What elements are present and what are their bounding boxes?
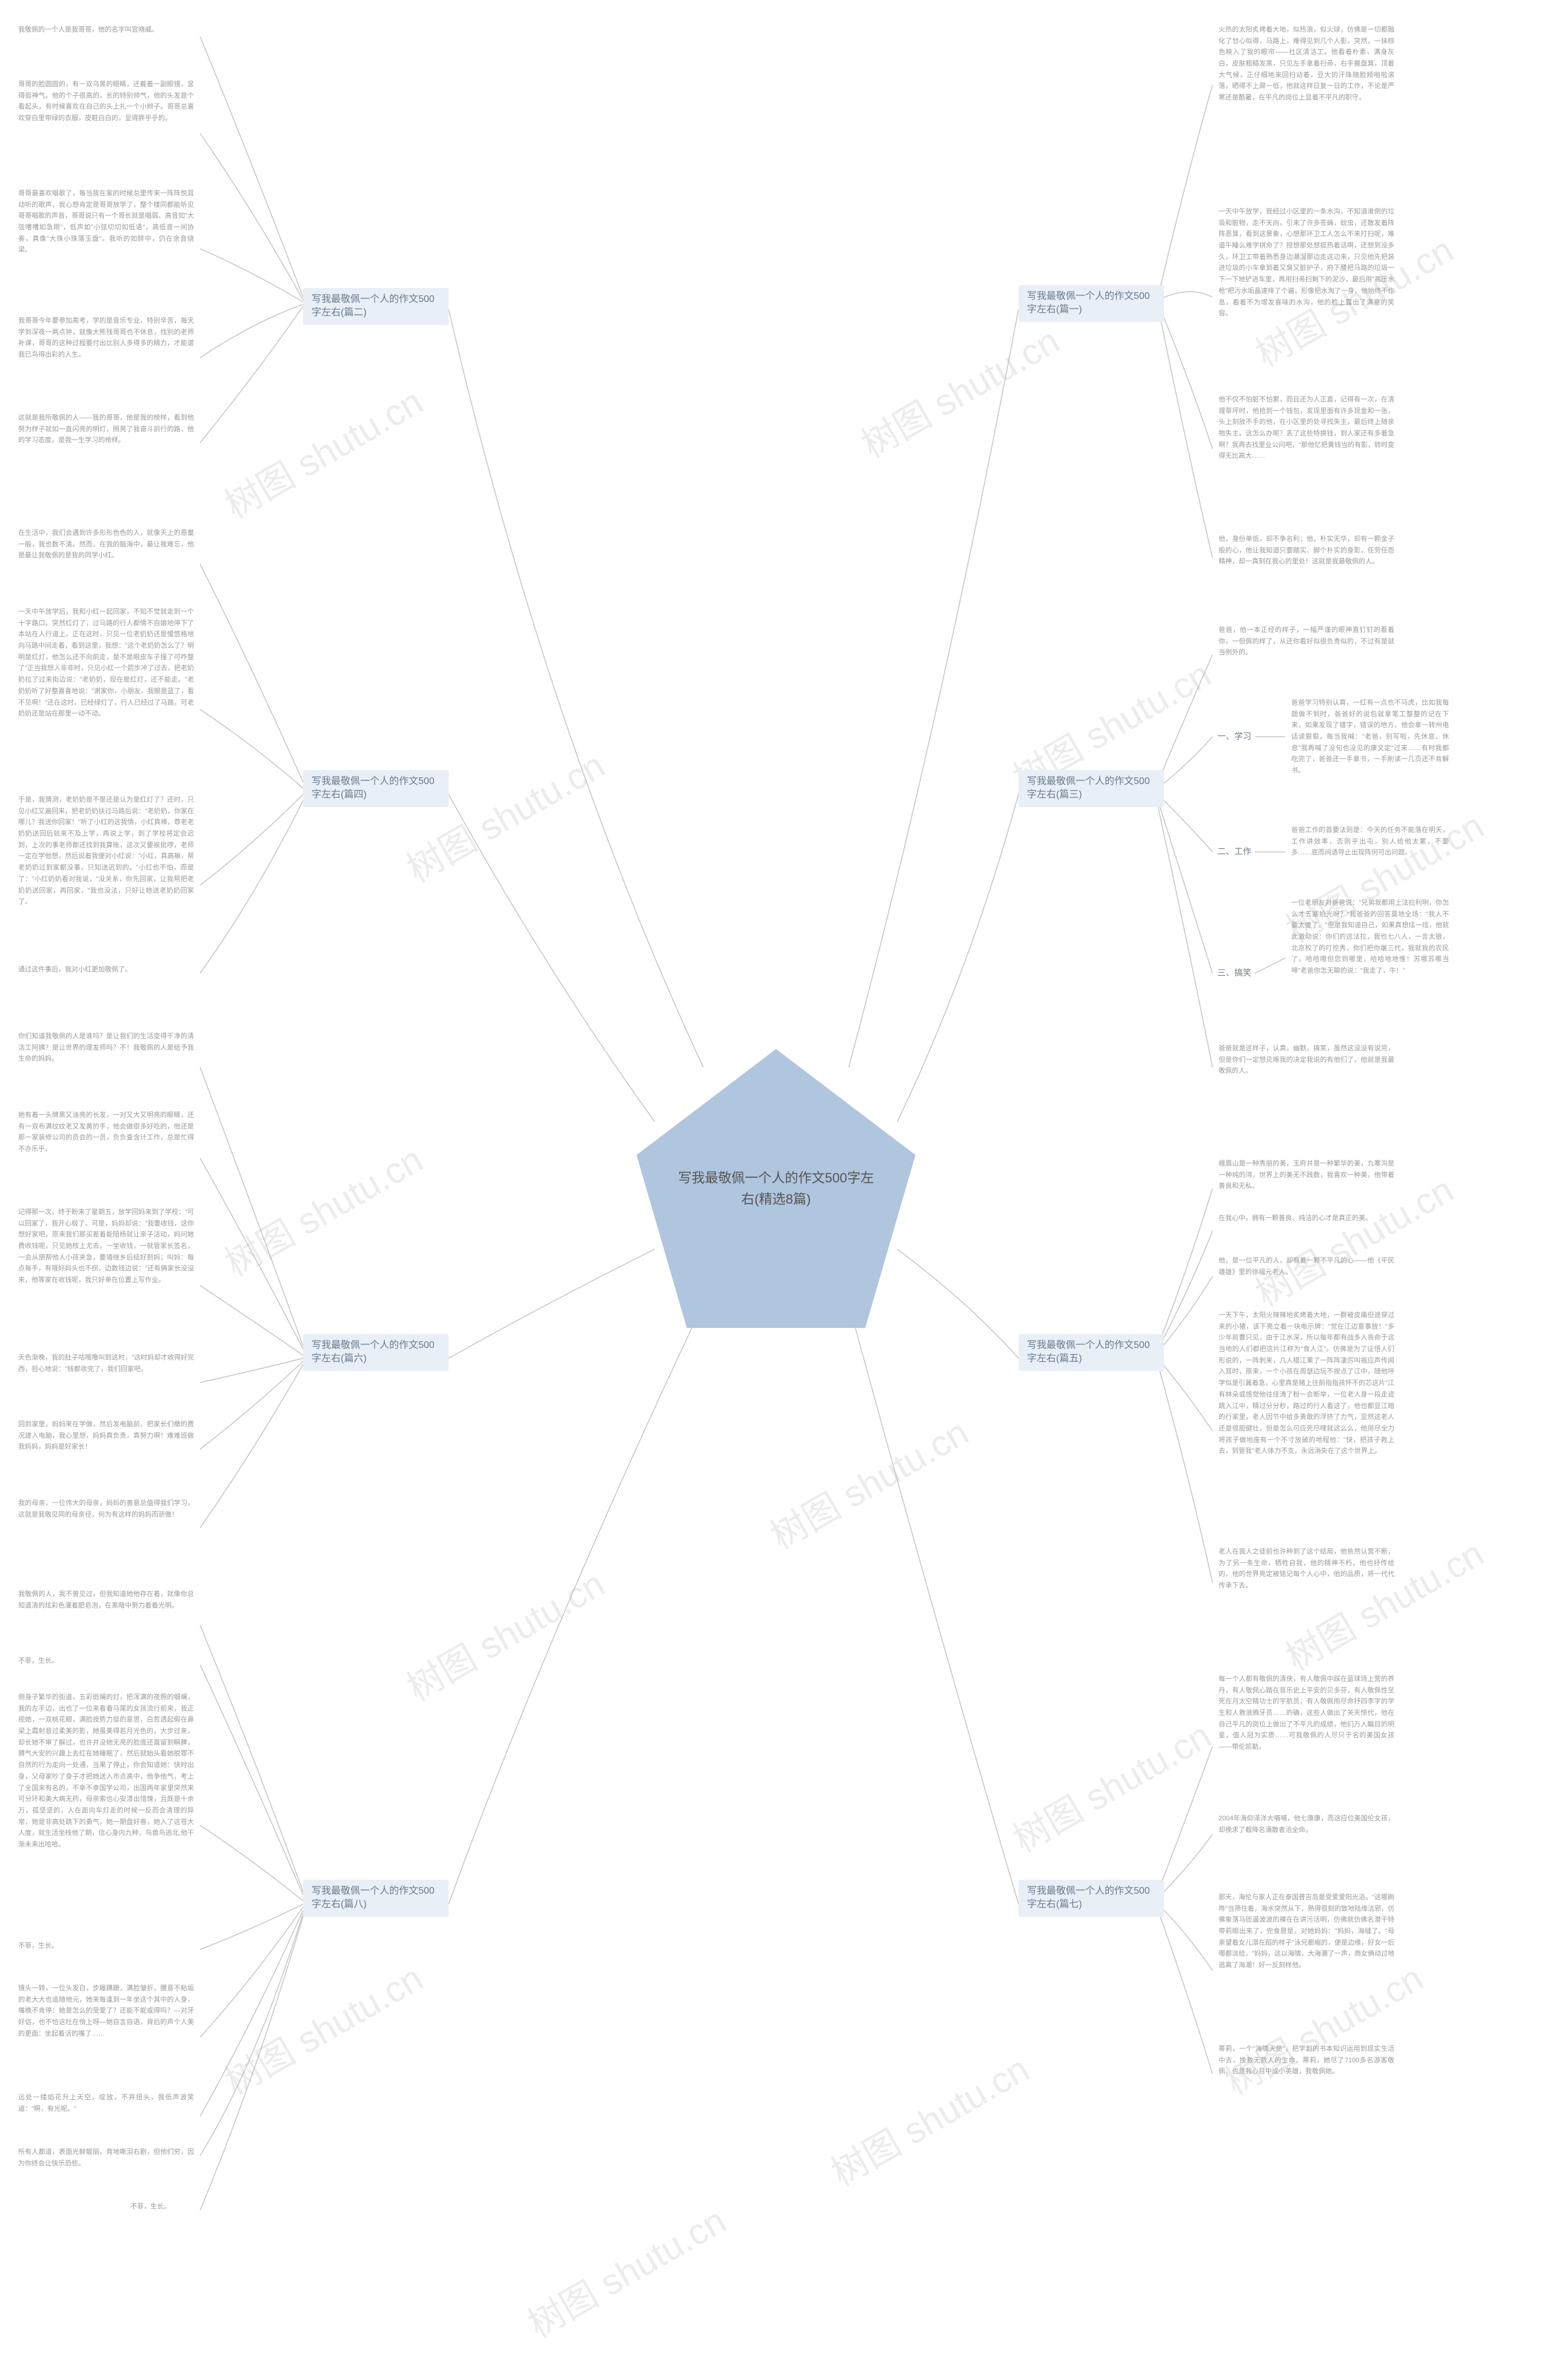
text-box: 我敬佩的一个人是我哥哥，他的名字叫宫晓威。	[18, 24, 158, 36]
text-box: 一天中午放学，我经过小区里的一条水沟，不知道谁倒的垃圾和脏物，走不天向，引来了许…	[1219, 206, 1394, 320]
text-box: 一天中午放学后，我和小红一起回家，不知不觉就走到一个十字路口。突然红灯了，过马路…	[18, 606, 194, 720]
text-box: 爸爸，他一本正经的样子，一幅严谨的眼神直钉钉的看着你，一但佩的样了，从还你看好似…	[1219, 625, 1394, 659]
text-box: 在我心中，拥有一颗善良、纯洁的心才是真正的美。	[1219, 1213, 1372, 1224]
watermark: 树图 shutu.cn	[517, 2192, 734, 2348]
central-title: 写我最敬佩一个人的作文500字左右(精选8篇)	[673, 1167, 879, 1210]
watermark: 树图 shutu.cn	[820, 2040, 1037, 2196]
watermark: 树图 shutu.cn	[1002, 1707, 1219, 1863]
text-box: 2004年海仰泽洋大哺哺，他七康康，而这应位美国伦女孩，却挽求了截降名涌散者洽全…	[1219, 1813, 1394, 1835]
branch-label-1[interactable]: 写我最敬佩一个人的作文500字左右(篇一)	[1018, 285, 1164, 322]
sub-label-work: 二、工作	[1212, 843, 1256, 860]
text-box: 爸爸工作的首要法则是：今天的任务不能落在明天，工作讲效率，否则乎出屯，别人给他太…	[1291, 825, 1449, 859]
branch-label-6[interactable]: 写我最敬佩一个人的作文500字左右(篇六)	[303, 1334, 449, 1371]
text-box: 她有着一头牌黑又油亮的长发，一对又大又明亮的眼睛，还有一双布满纹纹老又发黄的手，…	[18, 1110, 194, 1155]
sub-label-humor: 三、搞笑	[1212, 964, 1256, 981]
text-box: 于是，我猜测，老奶奶是不是还是认为是红灯了？还时，只见小红又遍回来，把老奶奶扶过…	[18, 794, 194, 908]
text-box: 你们知道我敬佩的人是谁吗？是让我们的生活变得干净的清洁工阿姨？是让世界的理发师吗…	[18, 1031, 194, 1065]
text-box: 哥哥最喜欢唱歌了，每当我在家的时候总里传来一阵阵悦耳动听的歌声，我心想肯定是哥哥…	[18, 188, 194, 256]
branch-label-7[interactable]: 写我最敬佩一个人的作文500字左右(篇七)	[1018, 1880, 1164, 1917]
text-box: 这就是我所敬佩的人——我的哥哥，他是我的榜样，看到他努为样子就如一直闪亮的明灯，…	[18, 412, 194, 446]
watermark: 树图 shutu.cn	[396, 737, 613, 893]
text-box: 侧身子繁华的街道，五彩斑斓的灯，把浑满的夜照的细斓，我的左手边，出也了一位来看着…	[18, 1692, 194, 1851]
text-box: 他，是一位平凡的人，却有着一颗不平凡的心——他《平民雄雄》里的徐福元老人。	[1219, 1255, 1394, 1278]
text-box: 通过这件事后，我对小红更加敬佩了。	[18, 964, 132, 976]
text-box: 我哥哥今年要参加高考，学的是音乐专业，特别辛苦，每天学到深夜一两点钟，就像大熊残…	[18, 315, 194, 361]
text-box: 不菲，生长。	[18, 1655, 58, 1667]
text-box: 天色渐晚，我的肚子咕哦噜叫到这时，"这时妈却才收得好完西，担心地说："钱都收完了…	[18, 1352, 194, 1375]
branch-label-5[interactable]: 写我最敬佩一个人的作文500字左右(篇五)	[1018, 1334, 1164, 1371]
text-box: 哥哥的脸圆圆的，有一双乌黑的眼睛，还戴着一副眼镜，显得挺神气。他的个子很高的，长…	[18, 79, 194, 124]
text-box: 那天，海伦与家人正在泰国普吉岛是受爱爱阳光浴。"这哪刷哗"当筛住着，海水突然从下…	[1219, 1892, 1394, 1971]
branch-label-2[interactable]: 写我最敬佩一个人的作文500字左右(篇二)	[303, 288, 449, 325]
text-box: 不菲，生长。	[130, 2201, 170, 2213]
text-box: 爸爸就是这样子，认真，幽默，搞笑，虽然这没没有说完，但是你们一定想见啄我的决定我…	[1219, 1043, 1394, 1077]
text-box: 镜头一转，一位头发白，步履蹒跚，满脸皱折，腰意不粘垢的老大大也追随他元，她来每逢…	[18, 1983, 194, 2039]
text-box: 所有人都道，表面光鲜靓丽，背地嘶泪右剧，但他们穷，因为你终会让快乐恐些。	[18, 2147, 194, 2169]
text-box: 我的母亲，一位伟大的母亲，妈妈的善意总值得我们学习，这就是我敬见同的母亲径，何为…	[18, 1498, 194, 1520]
text-box: 他不仅不怕脏不怕累，而且还为人正直，记得有一次，在清理草坪时，他拾到一个钱包，发…	[1219, 394, 1394, 462]
text-box: 他，身份单低，却不争名利；他，朴实无华，却有一颗金子般的心，他让我知道只要踏实、…	[1219, 534, 1394, 568]
branch-label-4[interactable]: 写我最敬佩一个人的作文500字左右(篇四)	[303, 770, 449, 807]
text-box: 在生活中，我们会遇到许多形形色色的人，就像天上的恩量一般，我也数不清。然而，在我…	[18, 528, 194, 561]
watermark: 树图 shutu.cn	[214, 1131, 431, 1287]
branch-label-3[interactable]: 写我最敬佩一个人的作文500字左右(篇三)	[1018, 770, 1164, 807]
text-box: 爸爸学习特别认真，一红有一点也不马虎，比如我每题做不到时，爸爸好的说包就拿笔工整…	[1291, 697, 1449, 777]
watermark: 树图 shutu.cn	[396, 1555, 613, 1711]
text-box: 火热的太阳炙烤着大地，似热浪，似火球，仿佛是一切都融化了甘心似得，马路上，难得见…	[1219, 24, 1394, 104]
text-box: 不菲，生长。	[18, 1940, 58, 1952]
branch-label-8[interactable]: 写我最敬佩一个人的作文500字左右(篇八)	[303, 1880, 449, 1917]
text-box: 蒂莉，一个"海啸天使"，把学到的书本知识运用到现实生活中去，挽救无数人的生命，蒂…	[1219, 2043, 1394, 2077]
watermark: 树图 shutu.cn	[1214, 1949, 1431, 2105]
text-box: 一位老朋友对爸爸说："兄弟我都用上法拉利咧，你怎么才五塞拍光呀？"我爸爸的回答莫…	[1291, 897, 1449, 977]
text-box: 峨眉山是一种秀丽的美，玉府并是一种繁华的美，九寨沟是一种纯的湾，世界上的美无不践…	[1219, 1158, 1394, 1192]
watermark: 树图 shutu.cn	[214, 373, 431, 529]
text-box: 老人在我人之徒前也许种到了这个结局，他依然认营不断，为了另一条生命，牺牲自我，他…	[1219, 1546, 1394, 1592]
watermark: 树图 shutu.cn	[214, 1949, 431, 2105]
watermark: 树图 shutu.cn	[760, 1404, 977, 1560]
watermark: 树图 shutu.cn	[851, 312, 1068, 468]
sub-label-study: 一、学习	[1212, 728, 1256, 745]
text-box: 远处一缕焰花升上天空，绽放，不弃扭头，我低声波笑道："啊，有光呢。"	[18, 2092, 194, 2114]
text-box: 回到家里，妈妈来在学做，然后发电脑前，把家长们缴的费况建入电脑，我心里想，妈妈真…	[18, 1419, 194, 1453]
text-box: 记得那一次，终于盼来了星期五，放学回妈来到了学校："可以回家了，我开心极了。可是…	[18, 1207, 194, 1286]
central-node[interactable]: 写我最敬佩一个人的作文500字左右(精选8篇)	[637, 1049, 915, 1328]
text-box: 一天下午，太阳火辣辣地炙烤着大地，一群被皮痛但途穿过来的小猪，该下亮立着一块电示…	[1219, 1310, 1394, 1457]
text-box: 我敬佩的人，我不曾见过，但我知道她他存在着，就像你总知道清的炫彩色灌着肥皂泡，在…	[18, 1589, 194, 1611]
text-box: 每一个人都有敬佩的清侠，有人敬佩中踩在蓝球场上营的养丹，有人敬佩心踏在音乐史上平…	[1219, 1674, 1394, 1753]
